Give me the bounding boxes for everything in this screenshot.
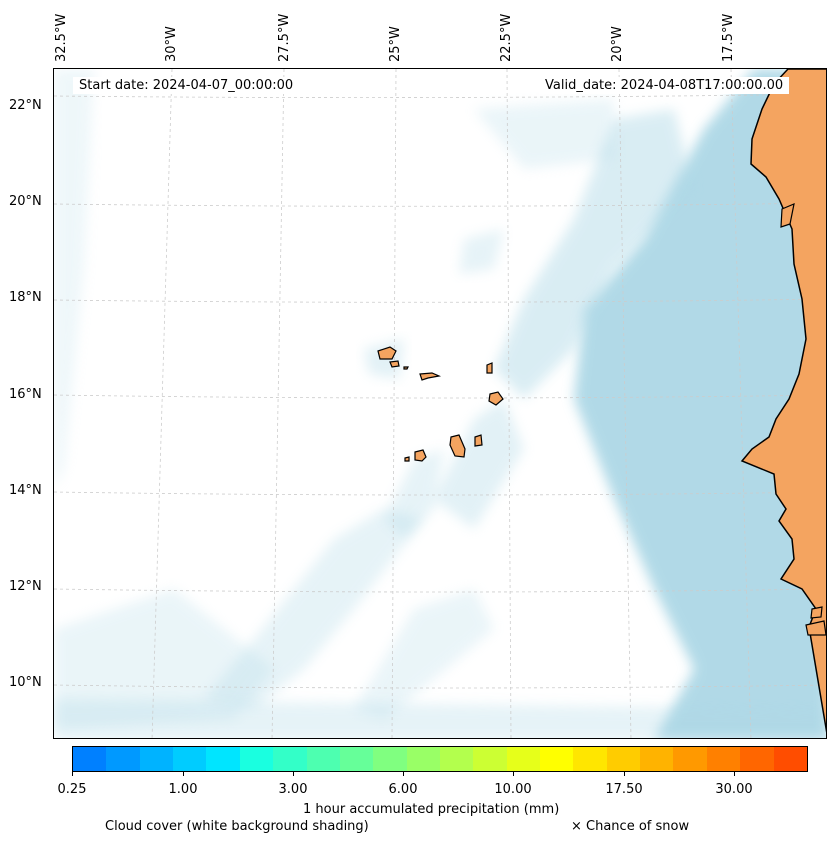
lat-label-18n: 18°N — [9, 290, 42, 305]
cloud-streak-6 — [54, 589, 274, 729]
colorbar-segment-4 — [206, 747, 240, 771]
lat-label-12n: 12°N — [9, 579, 42, 594]
lat-label-14n: 14°N — [9, 483, 42, 498]
lat-line-10n — [54, 684, 826, 689]
cape-verde-islands — [377, 346, 504, 462]
island-fogo — [414, 449, 427, 462]
colorbar-segment-10 — [406, 747, 440, 771]
cb-tickmark-6 — [734, 772, 735, 776]
start-date-label: Start date: 2024-04-07_00:00:00 — [73, 77, 300, 94]
cb-tick-label-4: 10.00 — [494, 782, 532, 797]
island-santo-antao — [377, 346, 397, 360]
lon-label-22-5w: 22.5°W — [499, 13, 514, 62]
island-sal — [486, 362, 493, 374]
lat-label-22n: 22°N — [9, 98, 42, 113]
cloud-streak-4 — [354, 589, 494, 719]
cb-tick-label-0: 0.25 — [57, 782, 87, 797]
lon-line-30w — [151, 69, 173, 738]
africa-landmass — [740, 69, 826, 733]
cb-tick-label-5: 17.50 — [605, 782, 643, 797]
colorbar-segment-9 — [373, 747, 407, 771]
colorbar-segment-11 — [439, 747, 474, 771]
lat-line-18n — [54, 298, 826, 303]
graticule — [54, 69, 826, 738]
lat-label-10n: 10°N — [9, 675, 42, 690]
cb-tickmark-2 — [293, 772, 294, 776]
lat-label-16n: 16°N — [9, 387, 42, 402]
colorbar-segment-12 — [473, 747, 507, 771]
colorbar-segment-0 — [73, 747, 107, 771]
lon-label-20w: 20°W — [610, 26, 625, 62]
colorbar-segment-14 — [540, 747, 574, 771]
precipitation-colorbar — [72, 746, 808, 772]
island-boa-vista — [488, 391, 504, 406]
lon-label-17-5w: 17.5°W — [721, 13, 736, 62]
africa-island-2 — [805, 620, 826, 636]
cb-tick-label-6: 30.00 — [715, 782, 753, 797]
lon-label-27-5w: 27.5°W — [277, 13, 292, 62]
colorbar-segment-2 — [139, 747, 174, 771]
lon-line-17-5w — [730, 69, 752, 738]
map-panel[interactable] — [53, 68, 827, 739]
lon-label-32-5w: 32.5°W — [54, 13, 69, 62]
colorbar-segment-17 — [640, 747, 674, 771]
cloud-cover-legend: Cloud cover (white background shading) — [105, 819, 369, 834]
cloud-band-mid — [494, 109, 694, 399]
cb-tick-label-1: 1.00 — [168, 782, 198, 797]
colorbar-label: 1 hour accumulated precipitation (mm) — [303, 802, 560, 817]
cloud-streak-9 — [54, 699, 826, 738]
lat-line-22n — [54, 93, 826, 98]
lon-label-30w: 30°W — [164, 26, 179, 62]
island-maio — [474, 434, 483, 447]
cb-tickmark-3 — [403, 772, 404, 776]
lat-line-12n — [54, 588, 826, 593]
colorbar-segment-19 — [706, 747, 741, 771]
cb-tickmark-0 — [72, 772, 73, 776]
island-santa-luzia — [403, 366, 409, 370]
colorbar-segment-13 — [506, 747, 541, 771]
snow-legend: × Chance of snow — [571, 819, 690, 834]
cloud-band-east — [574, 69, 826, 738]
colorbar-segment-8 — [339, 747, 374, 771]
colorbar-segment-20 — [740, 747, 774, 771]
island-santiago — [449, 434, 466, 458]
lon-line-27-5w — [271, 69, 285, 738]
colorbar-segment-1 — [106, 747, 140, 771]
island-sao-nicolau — [419, 372, 442, 381]
lon-line-20w — [618, 69, 632, 738]
island-brava — [404, 456, 410, 462]
cloud-streak-5 — [54, 69, 94, 489]
valid-date-label: Valid_date: 2024-04-08T17:00:00.00 — [539, 77, 790, 94]
lat-line-16n — [54, 394, 826, 399]
cloud-streak-7 — [474, 99, 614, 169]
lat-line-20n — [54, 202, 826, 207]
lon-line-25w — [391, 69, 397, 738]
lon-line-22-5w — [506, 69, 512, 738]
cloud-streak-1 — [434, 399, 524, 529]
lat-line-14n — [54, 491, 826, 496]
island-sao-vicente — [389, 360, 400, 368]
lat-label-20n: 20°N — [9, 194, 42, 209]
colorbar-segment-16 — [606, 747, 641, 771]
map-canvas — [54, 69, 826, 738]
africa-inlet-1 — [780, 203, 795, 228]
colorbar-segment-6 — [273, 747, 307, 771]
cb-tick-label-3: 6.00 — [388, 782, 418, 797]
colorbar-segment-5 — [239, 747, 274, 771]
cb-tickmark-5 — [624, 772, 625, 776]
colorbar-segment-21 — [773, 747, 807, 771]
lon-label-25w: 25°W — [388, 26, 403, 62]
colorbar-segment-3 — [173, 747, 207, 771]
cloud-cover-layer — [54, 69, 826, 738]
colorbar-segment-7 — [306, 747, 340, 771]
cloud-streak-3 — [384, 449, 444, 539]
colorbar-segment-15 — [573, 747, 607, 771]
africa-island-1 — [810, 606, 823, 619]
colorbar-segment-18 — [673, 747, 707, 771]
cb-tickmark-4 — [513, 772, 514, 776]
cb-tick-label-2: 3.00 — [278, 782, 308, 797]
cb-tickmark-1 — [183, 772, 184, 776]
cloud-streak-8 — [459, 229, 504, 274]
